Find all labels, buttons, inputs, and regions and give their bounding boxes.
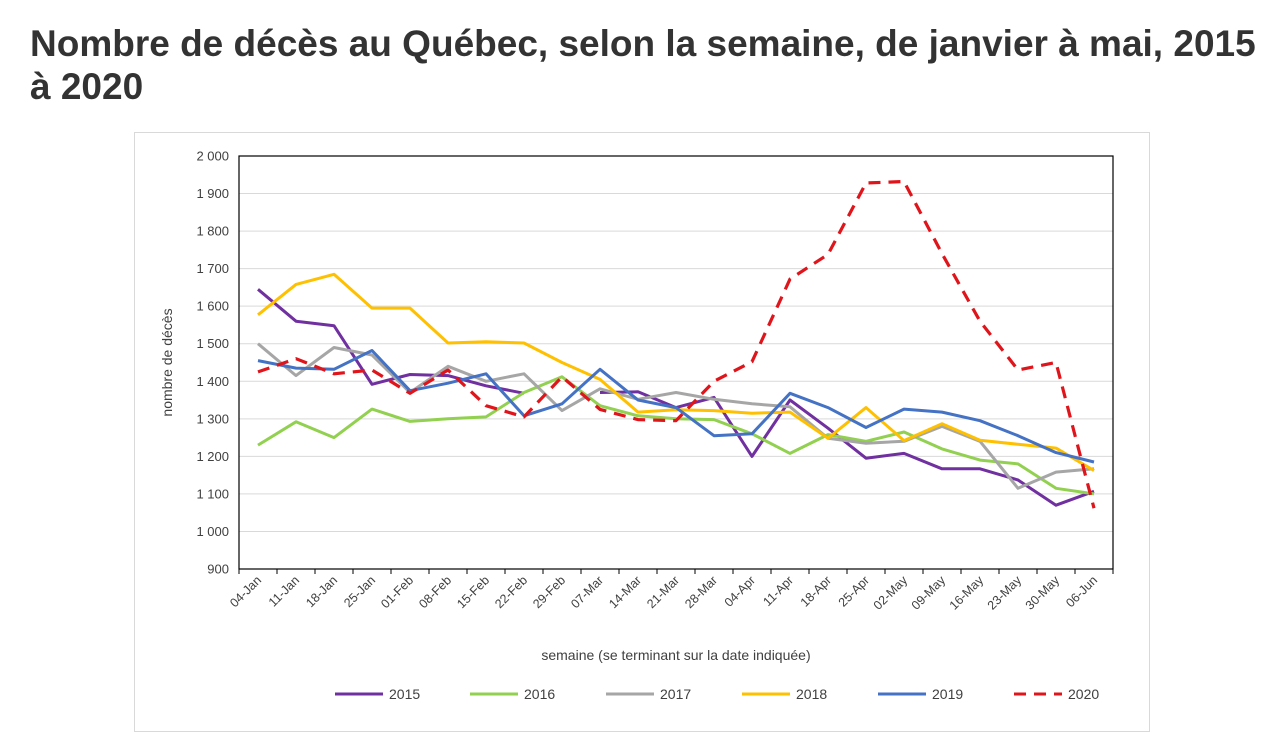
- legend-item-2018: 2018: [742, 686, 827, 702]
- page-title: Nombre de décès au Québec, selon la sema…: [30, 23, 1256, 107]
- x-tick-label: 30-May: [1023, 573, 1063, 613]
- x-tick-label: 25-Apr: [836, 573, 872, 609]
- legend-label: 2019: [932, 686, 963, 702]
- y-tick-label: 1 400: [196, 374, 229, 389]
- y-tick-label: 1 000: [196, 524, 229, 539]
- x-tick-label: 16-May: [947, 573, 987, 613]
- x-tick-label: 06-Jun: [1063, 573, 1100, 610]
- legend-item-2015: 2015: [335, 686, 420, 702]
- legend-label: 2015: [389, 686, 420, 702]
- series-line-2019: [257, 349, 1095, 464]
- x-tick-label: 22-Feb: [492, 573, 530, 611]
- x-tick-label: 21-Mar: [644, 573, 682, 611]
- y-tick-label: 1 100: [196, 486, 229, 501]
- x-axis-title: semaine (se terminant sur la date indiqu…: [541, 647, 810, 663]
- y-tick-label: 1 900: [196, 186, 229, 201]
- x-tick-label: 11-Jan: [266, 573, 302, 609]
- series-line-2015: [257, 288, 1095, 507]
- y-axis-title: nombre de décès: [159, 308, 175, 416]
- x-tick-label: 04-Jan: [227, 573, 264, 610]
- x-tick-label: 01-Feb: [378, 573, 416, 611]
- series-2019: [257, 349, 1095, 464]
- x-tick-label: 02-May: [871, 573, 911, 613]
- x-tick-label: 14-Mar: [606, 573, 644, 611]
- legend-item-2016: 2016: [470, 686, 555, 702]
- y-tick-label: 1 700: [196, 261, 229, 276]
- series-2017: [257, 342, 1095, 490]
- x-tick-label: 28-Mar: [682, 573, 720, 611]
- series-2020: [257, 179, 1096, 509]
- legend-item-2020: 2020: [1014, 686, 1099, 702]
- series-lines: [257, 179, 1096, 509]
- y-tick-label: 1 300: [196, 411, 229, 426]
- axes: [238, 155, 1114, 574]
- x-tick-labels: 04-Jan 11-Jan 18-Jan 25-Jan 01-Feb 08-Feb 15-F…: [227, 573, 1100, 613]
- series-line-2020: [257, 179, 1096, 509]
- plot-border: [238, 155, 1114, 570]
- legend-label: 2016: [524, 686, 555, 702]
- x-tick-label: 18-Jan: [303, 573, 340, 610]
- x-tick-label: 25-Jan: [341, 573, 378, 610]
- series-2015: [257, 288, 1095, 507]
- y-tick-label: 1 500: [196, 336, 229, 351]
- line-chart: 900 1 000 1 100 1 200 1 300 1 400 1 500 1 600 1 …: [159, 149, 1114, 702]
- y-tick-labels: 900 1 000 1 100 1 200 1 300 1 400 1 500 1 600 1 …: [196, 149, 229, 577]
- y-tick-label: 1 200: [196, 449, 229, 464]
- x-tick-label: 29-Feb: [530, 573, 568, 611]
- y-tick-label: 2 000: [196, 149, 229, 164]
- x-tick-label: 15-Feb: [454, 573, 492, 611]
- chart-container: 900 1 000 1 100 1 200 1 300 1 400 1 500 1 600 1 …: [134, 132, 1150, 732]
- series-line-2018: [257, 272, 1095, 472]
- legend-label: 2018: [796, 686, 827, 702]
- x-tick-label: 07-Mar: [568, 573, 606, 611]
- x-tick-label: 18-Apr: [798, 573, 834, 609]
- x-tick-label: 09-May: [909, 573, 949, 613]
- x-tick-label: 08-Feb: [416, 573, 454, 611]
- x-tick-label: 23-May: [985, 573, 1025, 613]
- y-tick-label: 1 600: [196, 299, 229, 314]
- legend-item-2017: 2017: [606, 686, 691, 702]
- legend-label: 2017: [660, 686, 691, 702]
- x-tick-label: 04-Apr: [722, 573, 758, 609]
- y-tick-label: 900: [207, 562, 229, 577]
- series-2018: [257, 272, 1095, 472]
- x-tick-label: 11-Apr: [760, 573, 796, 609]
- gridlines: [239, 155, 1113, 532]
- legend-label: 2020: [1068, 686, 1099, 702]
- legend: 2015 2016 2017 2018 2019 2020: [335, 686, 1099, 702]
- series-line-2017: [257, 342, 1095, 490]
- y-tick-label: 1 800: [196, 224, 229, 239]
- legend-item-2019: 2019: [878, 686, 963, 702]
